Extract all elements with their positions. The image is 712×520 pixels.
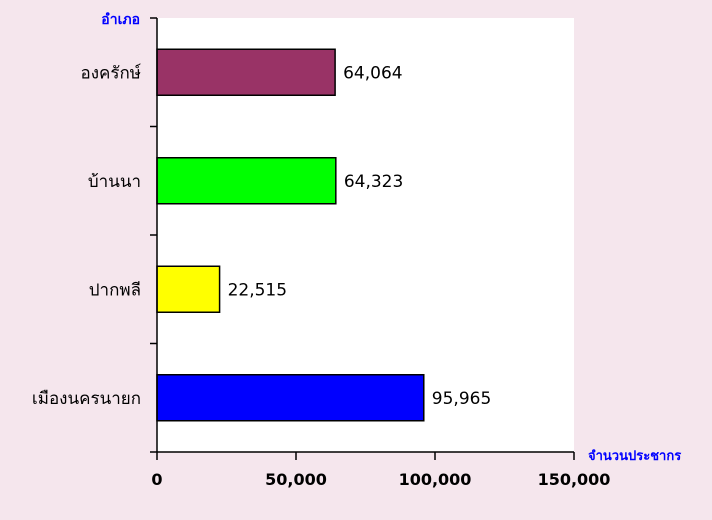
category-label-3: เมืองนครนายก xyxy=(32,389,141,409)
x-tick-label-2: 100,000 xyxy=(399,470,472,489)
bar-2 xyxy=(156,265,221,313)
category-label-0: องครักษ์ xyxy=(80,63,141,83)
bar-0 xyxy=(156,48,336,96)
bar-1 xyxy=(156,157,337,205)
x-axis-title: จำนวนประชากร xyxy=(588,448,681,464)
value-label-0: 64,064 xyxy=(343,63,402,83)
x-tick-label-3: 150,000 xyxy=(538,470,611,489)
value-label-1: 64,323 xyxy=(344,172,403,192)
y-axis-title: อำเภอ xyxy=(101,12,140,28)
category-label-2: ปากพลี xyxy=(89,280,141,300)
x-tick-label-1: 50,000 xyxy=(265,470,327,489)
tick-labels-layer: 0 50,000 100,000 150,000 xyxy=(151,470,610,489)
category-label-1: บ้านนา xyxy=(88,172,141,192)
value-labels-layer: 64,064 64,323 22,515 95,965 xyxy=(228,63,492,409)
value-label-2: 22,515 xyxy=(228,280,287,300)
value-label-3: 95,965 xyxy=(432,389,491,409)
x-tick-label-0: 0 xyxy=(151,470,162,489)
bars-layer xyxy=(156,48,425,422)
axes-layer xyxy=(150,17,575,460)
bar-3 xyxy=(156,374,425,422)
